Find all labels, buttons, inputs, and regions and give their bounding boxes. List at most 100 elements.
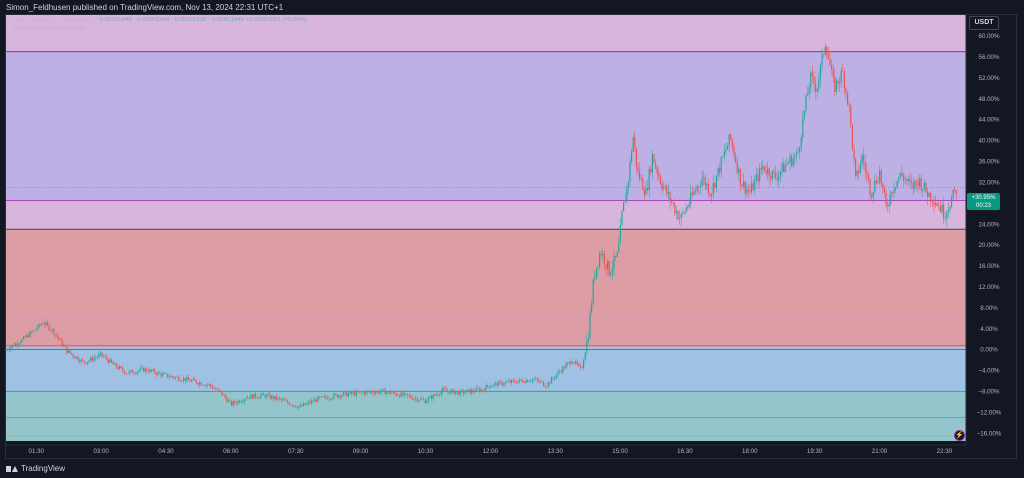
candle-body [639, 170, 641, 180]
x-tick-label: 18:00 [742, 448, 758, 455]
bar-countdown: 00:23 [975, 203, 991, 209]
candle-body [421, 398, 423, 400]
candle-body [714, 183, 716, 188]
candle-body [925, 182, 927, 192]
currency-unit-button[interactable]: USDT [969, 16, 999, 30]
candle-body [275, 396, 277, 400]
candle-body [112, 362, 114, 365]
candle-body [533, 379, 535, 380]
y-tick-label: −8.00% [978, 389, 1000, 396]
candle-body [762, 166, 764, 170]
candle-body [607, 260, 609, 269]
candle-body [690, 192, 692, 204]
candle-body [229, 400, 231, 402]
candle-body [23, 336, 25, 339]
candle-body [554, 377, 556, 379]
candle-body [629, 161, 631, 182]
candle-body [394, 392, 396, 394]
candle-body [87, 361, 89, 364]
candle-body [543, 381, 545, 386]
candle-body [728, 134, 730, 146]
volume-profile-zones [6, 15, 966, 441]
candle-body [50, 330, 52, 331]
candle-body [464, 392, 466, 394]
candle-body [666, 186, 668, 195]
candle-body [735, 155, 737, 163]
candle-body [664, 186, 666, 187]
candle-body [315, 399, 317, 402]
candle-body [826, 47, 828, 55]
candle-body [264, 394, 266, 398]
candle-body [583, 360, 585, 368]
candle-body [547, 382, 549, 387]
candle-body [119, 366, 121, 369]
candle-body [127, 373, 129, 375]
candle-body [455, 392, 457, 395]
candle-body [595, 268, 597, 279]
candle-body [352, 392, 354, 394]
candle-body [195, 380, 197, 384]
candle-body [349, 391, 351, 394]
legend-indicator[interactable]: Volume Profile Fixed Range [11, 26, 86, 32]
candle-body [451, 389, 453, 391]
candle-body [168, 377, 170, 378]
legend-high-label: H [133, 17, 138, 23]
candle-body [266, 394, 268, 398]
candle-body [53, 329, 55, 335]
candle-body [186, 377, 188, 382]
candle-body [400, 392, 402, 398]
candle-body [111, 359, 113, 363]
lightning-icon[interactable]: ⚡ [954, 430, 965, 441]
candle-body [872, 192, 874, 198]
candle-body [573, 362, 575, 364]
candle-body [95, 357, 97, 359]
candle-body [163, 373, 165, 374]
candle-body [131, 370, 133, 374]
candle-body [672, 202, 674, 204]
candle-body [773, 170, 775, 173]
candle-body [951, 197, 953, 208]
candle-body [819, 64, 821, 80]
candle-body [362, 392, 364, 394]
candle-body [192, 378, 194, 381]
level-lines [6, 51, 966, 437]
candle-body [770, 176, 772, 180]
candle-body [775, 172, 777, 179]
y-tick-label: 4.00% [980, 326, 998, 333]
candle-body [200, 382, 202, 386]
candle-body [232, 401, 234, 406]
candle-body [389, 391, 391, 394]
candle-body [216, 389, 218, 390]
candle-body [725, 149, 727, 152]
candle-body [280, 398, 282, 400]
candle-body [448, 391, 450, 394]
candle-body [754, 179, 756, 190]
candle-body [319, 396, 321, 398]
candle-body [611, 268, 613, 273]
candle-body [429, 396, 431, 398]
y-tick-label: 40.00% [979, 138, 1000, 145]
brand-name: TradingView [21, 464, 66, 473]
x-tick-label: 07:30 [288, 448, 304, 455]
candle-body [896, 181, 898, 188]
candle-body [272, 395, 274, 400]
candle-body [786, 163, 788, 166]
candle-body [77, 356, 79, 361]
candle-body [539, 381, 541, 382]
candle-body [189, 379, 191, 382]
candle-body [491, 385, 493, 387]
candle-body [741, 185, 743, 187]
candle-body [650, 168, 652, 173]
candle-body [215, 388, 217, 390]
candle-body [829, 58, 831, 66]
x-tick-label: 16:30 [677, 448, 693, 455]
candle-body [840, 70, 842, 83]
candle-body [627, 181, 629, 187]
candle-body [523, 382, 525, 383]
candle-body [32, 330, 34, 332]
candle-body [399, 395, 401, 398]
candle-body [791, 156, 793, 166]
candle-body [243, 399, 245, 402]
candle-body [480, 389, 482, 392]
